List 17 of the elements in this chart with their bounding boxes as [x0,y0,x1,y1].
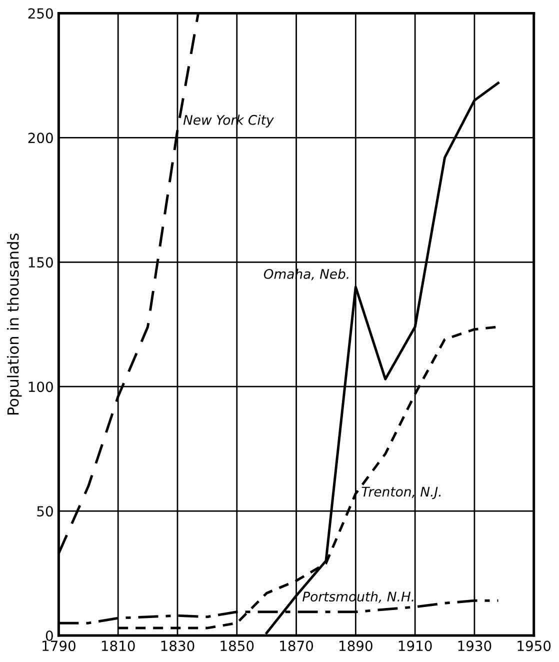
y-tick-label: 250 [28,8,53,19]
x-tick-label: 1850 [220,640,254,652]
y-tick-label: 100 [28,382,53,392]
y-axis-title: Population in thousands [6,233,22,415]
x-tick-label: 1830 [161,640,194,652]
x-tick-label: 1790 [42,640,76,652]
x-tick-label: 1870 [280,640,314,652]
x-tick-label: 1810 [102,640,135,652]
x-tick-label: 1890 [340,640,372,652]
series-label: Trenton, N.J. [362,486,441,500]
x-tick-label: 1950 [518,640,551,652]
x-tick-label: 1930 [458,640,492,652]
x-tick-label: 1910 [398,640,432,652]
y-tick-label: 150 [28,257,53,268]
y-tick-label: 200 [28,132,53,144]
y-tick-label: 0 [46,630,53,641]
y-tick-label: 50 [37,506,53,517]
